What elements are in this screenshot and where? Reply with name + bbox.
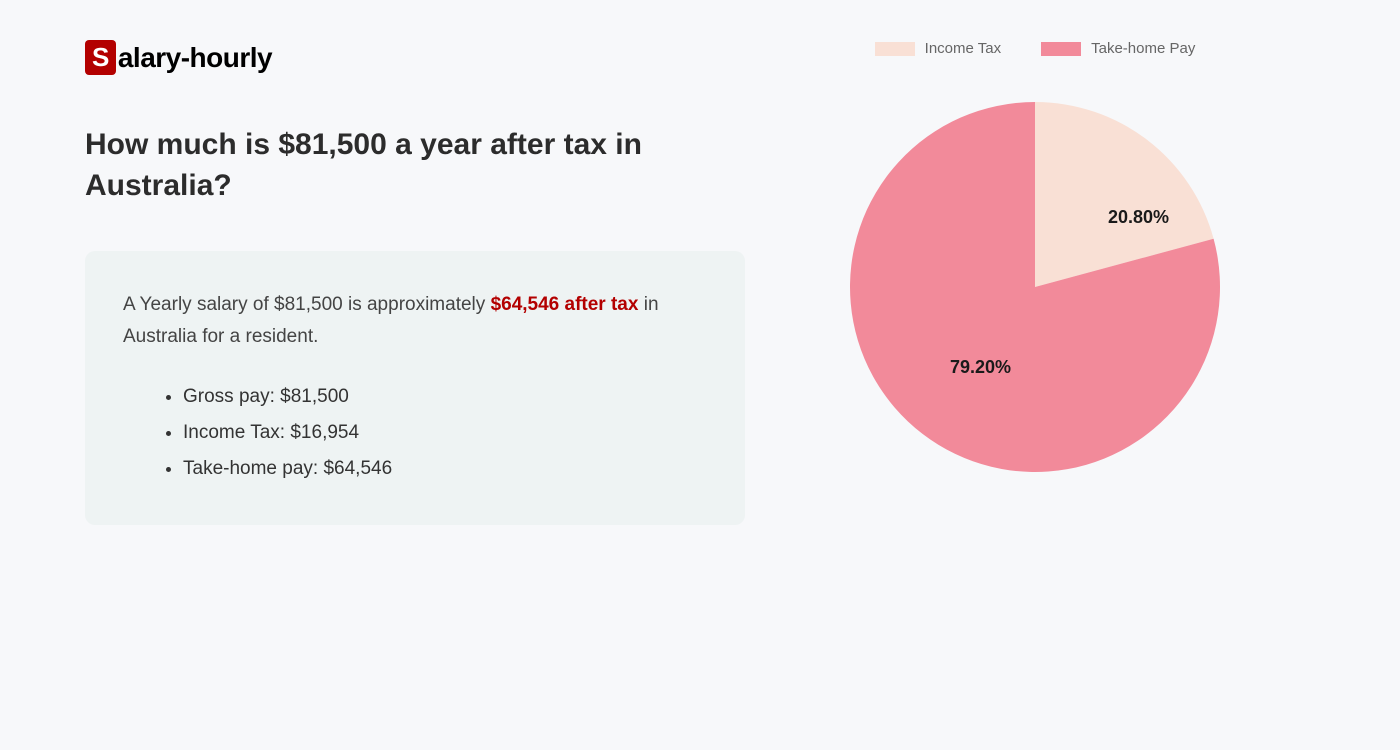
- list-item: Take-home pay: $64,546: [183, 451, 707, 487]
- legend-swatch: [1041, 42, 1081, 56]
- pie-slice-label: 79.20%: [950, 357, 1011, 378]
- legend-label: Take-home Pay: [1091, 40, 1195, 57]
- logo-text: alary-hourly: [118, 42, 272, 74]
- summary-prefix: A Yearly salary of $81,500 is approximat…: [123, 294, 491, 315]
- summary-box: A Yearly salary of $81,500 is approximat…: [85, 251, 745, 525]
- legend-item-take-home: Take-home Pay: [1041, 40, 1195, 57]
- pie-chart: 20.80% 79.20%: [850, 77, 1220, 497]
- legend-swatch: [875, 42, 915, 56]
- logo-badge: S: [85, 40, 116, 75]
- summary-list: Gross pay: $81,500 Income Tax: $16,954 T…: [123, 379, 707, 487]
- chart-legend: Income Tax Take-home Pay: [875, 40, 1196, 57]
- list-item: Income Tax: $16,954: [183, 415, 707, 451]
- pie-slice-label: 20.80%: [1108, 207, 1169, 228]
- summary-highlight: $64,546 after tax: [491, 294, 639, 315]
- legend-label: Income Tax: [925, 40, 1001, 57]
- page-title: How much is $81,500 a year after tax in …: [85, 125, 745, 206]
- list-item: Gross pay: $81,500: [183, 379, 707, 415]
- summary-text: A Yearly salary of $81,500 is approximat…: [123, 289, 707, 354]
- legend-item-income-tax: Income Tax: [875, 40, 1001, 57]
- logo: Salary-hourly: [85, 40, 745, 75]
